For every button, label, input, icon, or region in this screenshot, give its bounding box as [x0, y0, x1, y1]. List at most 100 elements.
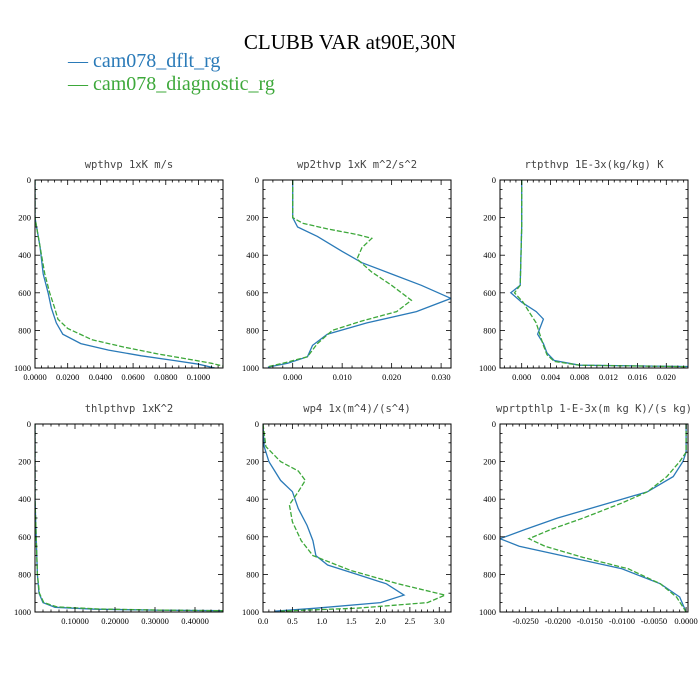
legend-swatch-dflt: —	[68, 50, 93, 72]
x-tick-label: 0.020	[382, 372, 401, 382]
x-tick-label: 2.0	[375, 616, 386, 626]
legend-label-diagnostic: cam078_diagnostic_rg	[93, 73, 275, 95]
legend-entry-dflt: — cam078_dflt_rg	[68, 50, 220, 73]
panel-2: wp2thvp 1xK m^2/s^2 0 200 400 600 800 1000 0.00…	[242, 159, 452, 382]
panel-6: wprtpthlp 1-E-3x(m kg K)/(s kg)0 200 400 60…	[479, 403, 698, 626]
x-tick-label: 0.016	[628, 372, 647, 382]
x-tick-label: 0.012	[599, 372, 618, 382]
y-tick-label: 400	[246, 250, 259, 260]
x-tick-label: -0.0200	[545, 616, 571, 626]
legend-swatch-diagnostic: —	[68, 73, 93, 95]
x-tick-label: 0.008	[570, 372, 589, 382]
x-tick-label: 0.0000	[674, 616, 697, 626]
x-tick-label: 3.0	[434, 616, 445, 626]
y-tick-label: 0	[492, 175, 496, 185]
x-tick-label: 0.010	[333, 372, 352, 382]
x-tick-label: 0.0800	[154, 372, 177, 382]
y-tick-label: 600	[18, 288, 31, 298]
figure-title: CLUBB VAR at90E,30N	[243, 30, 457, 54]
panel-title: rtpthvp 1E-3x(kg/kg) K	[524, 159, 664, 171]
x-tick-label: 0.0200	[56, 372, 79, 382]
y-tick-label: 200	[246, 213, 259, 223]
y-tick-label: 400	[483, 494, 496, 504]
y-tick-label: 0	[27, 419, 31, 429]
y-tick-label: 1000	[479, 363, 496, 373]
x-tick-label: 0.0400	[89, 372, 112, 382]
x-tick-label: -0.0250	[513, 616, 539, 626]
y-tick-label: 1000	[479, 607, 496, 617]
series-line-dflt	[267, 180, 451, 368]
y-tick-label: 0	[255, 175, 259, 185]
x-tick-label: 0.000	[283, 372, 302, 382]
panel-title: thlpthvp 1xK^2	[85, 403, 174, 415]
y-tick-label: 800	[18, 325, 31, 335]
x-tick-label: 2.5	[405, 616, 416, 626]
series-line-dflt	[509, 180, 688, 368]
y-tick-label: 1000	[242, 607, 259, 617]
y-tick-label: 800	[483, 569, 496, 579]
y-tick-label: 800	[18, 569, 31, 579]
y-tick-label: 800	[483, 325, 496, 335]
x-tick-label: 0.0000	[23, 372, 46, 382]
y-tick-label: 1000	[14, 607, 31, 617]
y-tick-label: 200	[18, 213, 31, 223]
panel-title: wpthvp 1xK m/s	[85, 159, 174, 171]
series-line-diagnostic	[35, 424, 223, 612]
y-tick-label: 600	[483, 288, 496, 298]
y-tick-label: 800	[246, 569, 259, 579]
x-tick-label: -0.0100	[609, 616, 635, 626]
x-tick-label: 1.0	[316, 616, 327, 626]
x-tick-label: 0.30000	[141, 616, 169, 626]
y-tick-label: 200	[246, 457, 259, 467]
y-tick-label: 1000	[242, 363, 259, 373]
plot-frame	[262, 423, 452, 613]
x-tick-label: 0.5	[287, 616, 298, 626]
y-tick-label: 600	[483, 532, 496, 542]
series-line-diagnostic	[263, 424, 448, 612]
plot-frame	[262, 179, 452, 369]
x-tick-label: 1.5	[346, 616, 357, 626]
series-line-diagnostic	[527, 424, 687, 612]
y-tick-label: 1000	[14, 363, 31, 373]
plot-frame	[499, 179, 689, 369]
series-line-diagnostic	[513, 180, 688, 368]
x-tick-label: -0.0150	[577, 616, 603, 626]
panel-title: wprtpthlp 1-E-3x(m kg K)/(s kg)	[496, 403, 692, 415]
y-tick-label: 0	[255, 419, 259, 429]
y-tick-label: 400	[18, 250, 31, 260]
y-tick-label: 400	[246, 494, 259, 504]
series-line-dflt	[35, 180, 215, 368]
x-tick-label: 0.0	[258, 616, 269, 626]
x-tick-label: 0.10000	[61, 616, 89, 626]
y-tick-label: 400	[483, 250, 496, 260]
x-tick-label: 0.0600	[121, 372, 144, 382]
panel-5: wp4 1x(m^4)/(s^4) 0 200 400 600 800 10000.0 0.5…	[242, 403, 452, 626]
series-line-dflt	[263, 424, 406, 612]
y-tick-label: 200	[483, 457, 496, 467]
legend-entry-diagnostic: — cam078_diagnostic_rg	[68, 73, 275, 96]
x-tick-label: 0.004	[541, 372, 561, 382]
x-tick-label: 0.030	[432, 372, 451, 382]
plot-frame	[34, 179, 224, 369]
x-tick-label: 0.40000	[181, 616, 209, 626]
plot-frame	[34, 423, 224, 613]
y-tick-label: 600	[246, 532, 259, 542]
series-line-dflt	[35, 424, 223, 612]
x-tick-label: 0.20000	[101, 616, 129, 626]
panel-3: rtpthvp 1E-3x(kg/kg) K 0 200 400 600 800 1000 0…	[479, 159, 689, 382]
y-tick-label: 200	[483, 213, 496, 223]
y-tick-label: 400	[18, 494, 31, 504]
x-tick-label: 0.1000	[187, 372, 210, 382]
y-tick-label: 200	[18, 457, 31, 467]
panel-1: wpthvp 1xK m/s 0 200 400 600 800 10000.0000 0.0…	[14, 159, 224, 382]
panel-4: thlpthvp 1xK^2 0 200 400 600 800 1000 0.10000 0.…	[14, 403, 224, 626]
series-line-dflt	[500, 424, 687, 612]
y-tick-label: 800	[246, 325, 259, 335]
y-tick-label: 600	[18, 532, 31, 542]
series-line-diagnostic	[35, 180, 223, 367]
x-tick-label: 0.020	[657, 372, 676, 382]
series-line-diagnostic	[267, 180, 413, 368]
panel-title: wp4 1x(m^4)/(s^4)	[303, 403, 410, 415]
y-tick-label: 0	[492, 419, 496, 429]
panel-title: wp2thvp 1xK m^2/s^2	[297, 159, 417, 171]
